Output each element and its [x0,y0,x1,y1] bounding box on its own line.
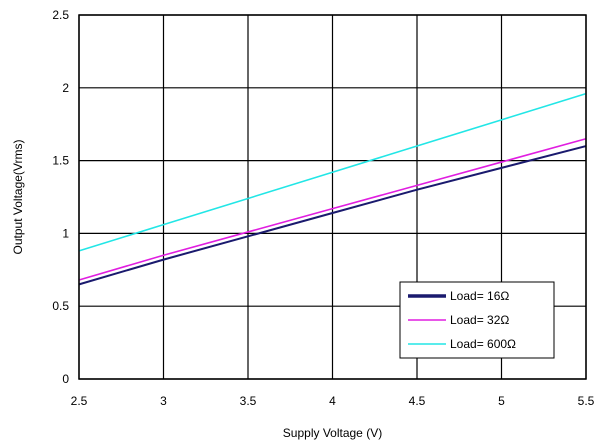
y-tick-label: 0.5 [52,299,69,313]
y-tick-label: 2.5 [52,8,69,22]
y-tick-label: 1.5 [52,154,69,168]
series-line-1 [78,145,587,286]
x-tick-label: 3 [160,394,167,408]
y-tick-label: 1 [62,226,69,240]
x-tick-label: 4.5 [409,394,426,408]
x-tick-label: 3.5 [240,394,257,408]
x-tick-label: 4 [329,394,336,408]
x-tick-label: 5.5 [578,394,595,408]
series-line-2 [78,137,587,281]
x-tick-labels: 2.5 3 3.5 4 4.5 5 5.5 [71,394,595,408]
y-axis-title: Output Voltage(Vrms) [11,140,25,255]
legend-label-2: Load= 32Ω [450,313,509,327]
legend-label-1: Load= 16Ω [450,289,509,303]
y-tick-label: 2 [62,81,69,95]
legend: Load= 16Ω Load= 32Ω Load= 600Ω [399,281,555,359]
series-line-3 [78,92,587,252]
y-tick-labels: 0 0.5 1 1.5 2 2.5 [52,8,69,386]
series-lines [78,92,587,286]
legend-label-3: Load= 600Ω [450,337,516,351]
x-tick-label: 2.5 [71,394,88,408]
plot-frame [78,14,587,380]
x-tick-label: 5 [498,394,505,408]
x-axis-title: Supply Voltage (V) [283,426,382,440]
y-tick-label: 0 [62,372,69,386]
